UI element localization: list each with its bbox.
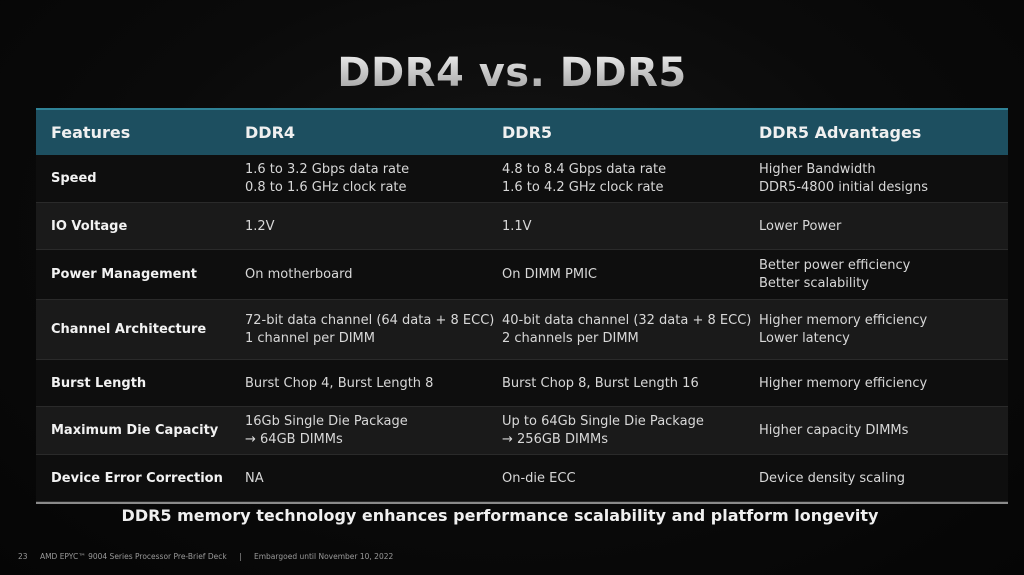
cell-line: Lower latency [759, 331, 850, 346]
cell-line: 1.1V [502, 218, 532, 234]
cell-line: On DIMM PMIC [502, 267, 597, 282]
deck-name: AMD EPYC™ 9004 Series Processor Pre-Brie… [39, 552, 227, 561]
table-row: Burst Length Burst Chop 4, Burst Length 8… [36, 360, 1008, 407]
feature-cell: Maximum Die Capacity [51, 423, 219, 438]
ddr4-cell: 1.2V [245, 203, 495, 250]
cell-line: 1.2V [245, 218, 275, 234]
cell-line: 1 channel per DIMM [245, 331, 375, 346]
advantages-cell: Device density scaling [759, 455, 999, 502]
cell-line: 0.8 to 1.6 GHz clock rate [245, 180, 407, 195]
table-body: Speed 1.6 to 3.2 Gbps data rate 0.8 to 1.6… [36, 155, 1008, 502]
cell-line: Higher Bandwidth [759, 162, 876, 177]
cell-line: → 64GB DIMMs [245, 432, 343, 447]
table-row: Device Error Correction NA On-die ECC Devic… [36, 455, 1008, 502]
cell-line: Up to 64Gb Single Die Package [502, 414, 704, 429]
slide-tagline: DDR5 memory technology enhances performa… [121, 506, 879, 525]
cell-line: Lower Power [759, 218, 842, 234]
advantages-cell: Higher Bandwidth DDR5-4800 initial design… [759, 155, 999, 203]
advantages-cell: Lower Power [759, 203, 999, 250]
ddr4-cell: 72-bit data channel (64 data + 8 ECC) 1 c… [245, 300, 495, 360]
slide-title: DDR4 vs. DDR5 [0, 50, 1024, 96]
header-ddr5-advantages: DDR5 Advantages [759, 123, 922, 142]
advantages-cell: Higher memory efficiency [759, 360, 999, 407]
cell-line: NA [245, 470, 264, 486]
table-header-row: Features DDR4 DDR5 DDR5 Advantages [36, 108, 1008, 155]
ddr4-cell: 16Gb Single Die Package → 64GB DIMMs [245, 407, 495, 455]
advantages-cell: Better power efficiency Better scalabilit… [759, 250, 999, 300]
ddr5-cell: 1.1V [502, 203, 752, 250]
ddr4-cell: Burst Chop 4, Burst Length 8 [245, 360, 495, 407]
ddr4-cell: On motherboard [245, 250, 495, 300]
cell-line: Higher memory efficiency [759, 313, 928, 328]
ddr5-cell: 40-bit data channel (32 data + 8 ECC) 2 c… [502, 300, 752, 360]
cell-line: 2 channels per DIMM [502, 331, 639, 346]
slide-footer: 23 AMD EPYC™ 9004 Series Processor Pre-B… [18, 552, 403, 561]
feature-cell: Speed [51, 171, 97, 186]
advantages-cell: Higher capacity DIMMs [759, 407, 999, 455]
cell-line: Better power efficiency [759, 258, 911, 273]
cell-line: Better scalability [759, 276, 869, 291]
header-ddr5: DDR5 [502, 123, 553, 142]
cell-line: Higher memory efficiency [759, 375, 928, 391]
cell-line: 16Gb Single Die Package [245, 414, 408, 429]
header-ddr4: DDR4 [245, 123, 296, 142]
ddr5-cell: Up to 64Gb Single Die Package → 256GB DIM… [502, 407, 752, 455]
table-row: Speed 1.6 to 3.2 Gbps data rate 0.8 to 1.6… [36, 155, 1008, 203]
cell-line: On motherboard [245, 267, 353, 282]
cell-line: 1.6 to 3.2 Gbps data rate [245, 162, 410, 177]
cell-line: On-die ECC [502, 470, 576, 486]
ddr4-cell: NA [245, 455, 495, 502]
cell-line: Higher capacity DIMMs [759, 423, 909, 438]
embargo-notice: Embargoed until November 10, 2022 [254, 552, 394, 561]
cell-line: 4.8 to 8.4 Gbps data rate [502, 162, 667, 177]
ddr4-cell: 1.6 to 3.2 Gbps data rate 0.8 to 1.6 GHz … [245, 155, 495, 203]
table-row: Maximum Die Capacity 16Gb Single Die Pack… [36, 407, 1008, 455]
ddr5-cell: On DIMM PMIC [502, 250, 752, 300]
ddr5-cell: Burst Chop 8, Burst Length 16 [502, 360, 752, 407]
cell-line: DDR5-4800 initial designs [759, 180, 929, 195]
cell-line: Burst Chop 4, Burst Length 8 [245, 375, 434, 391]
ddr5-cell: On-die ECC [502, 455, 752, 502]
advantages-cell: Higher memory efficiency Lower latency [759, 300, 999, 360]
cell-line: 72-bit data channel (64 data + 8 ECC) [245, 313, 495, 328]
feature-cell: Power Management [51, 267, 197, 282]
cell-line: 40-bit data channel (32 data + 8 ECC) [502, 313, 752, 328]
footer-separator: | [239, 552, 242, 561]
feature-cell: IO Voltage [51, 218, 128, 234]
table-row: Power Management On motherboard On DIMM PM… [36, 250, 1008, 300]
feature-cell: Burst Length [51, 375, 147, 391]
table-row: Channel Architecture 72-bit data channel … [36, 300, 1008, 360]
cell-line: → 256GB DIMMs [502, 432, 609, 447]
feature-cell: Channel Architecture [51, 322, 207, 337]
feature-cell: Device Error Correction [51, 470, 223, 486]
ddr5-cell: 4.8 to 8.4 Gbps data rate 1.6 to 4.2 GHz … [502, 155, 752, 203]
page-number: 23 [18, 552, 28, 561]
comparison-table: Features DDR4 DDR5 DDR5 Advantages Speed… [36, 108, 1008, 504]
header-features: Features [51, 123, 131, 142]
table-row: IO Voltage 1.2V 1.1V Lower Power [36, 203, 1008, 250]
cell-line: Burst Chop 8, Burst Length 16 [502, 375, 699, 391]
cell-line: Device density scaling [759, 470, 905, 486]
table-bottom-divider [36, 502, 1008, 504]
cell-line: 1.6 to 4.2 GHz clock rate [502, 180, 664, 195]
